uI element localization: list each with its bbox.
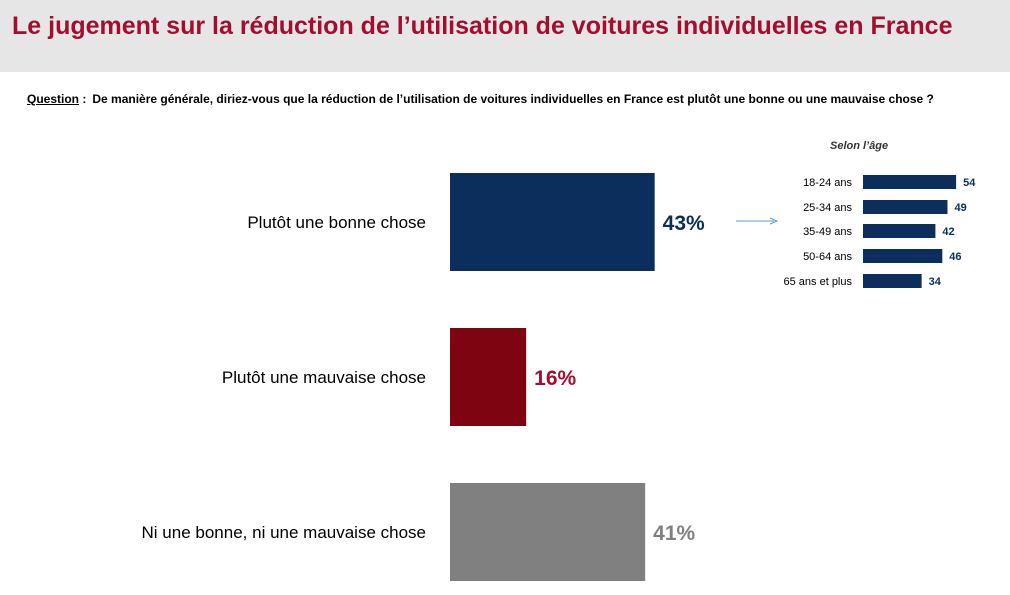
main-category-label: Plutôt une bonne chose [247,213,426,232]
question-separator: : [79,92,87,106]
age-value-label: 46 [949,251,961,263]
main-bar [450,483,646,581]
question-text: De manière générale, diriez-vous que la … [92,92,934,106]
age-category-label: 50-64 ans [803,251,852,263]
age-category-label: 25-34 ans [803,202,852,214]
question-line: Question : De manière générale, diriez-vo… [27,92,934,106]
main-category-label: Plutôt une mauvaise chose [222,368,426,387]
age-category-label: 65 ans et plus [784,276,853,288]
age-category-label: 18-24 ans [803,177,852,189]
main-bar [450,173,655,271]
age-value-label: 49 [954,202,966,214]
age-bar [863,274,922,288]
age-bar [863,200,948,214]
main-category-label: Ni une bonne, ni une mauvaise chose [142,523,426,542]
age-bar [863,249,943,263]
main-value-label: 43% [663,212,705,235]
age-chart-title: Selon l’âge [830,140,889,152]
page-title: Le jugement sur la réduction de l’utilis… [12,12,953,40]
question-label: Question [27,92,80,106]
main-value-label: 16% [534,367,576,390]
arrow-head [769,217,779,225]
header-band: Le jugement sur la réduction de l’utilis… [0,0,1010,72]
age-value-label: 42 [942,226,954,238]
age-value-label: 34 [929,276,942,288]
age-bar [863,175,957,189]
age-category-label: 35-49 ans [803,226,852,238]
age-value-label: 54 [963,177,976,189]
main-bar [450,328,527,426]
age-bar [863,224,936,238]
main-value-label: 41% [653,522,695,545]
